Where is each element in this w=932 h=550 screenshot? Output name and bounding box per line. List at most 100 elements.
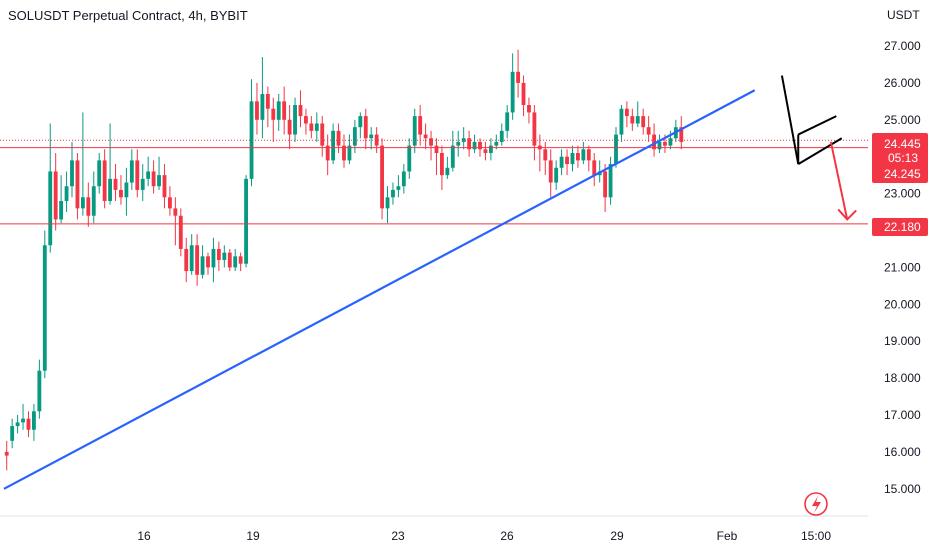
down-arrow[interactable] — [829, 141, 849, 220]
target-badge: 22.180 — [872, 218, 928, 236]
candle-body — [146, 171, 151, 179]
candle-body — [178, 215, 183, 249]
lightning-icon[interactable] — [804, 492, 828, 516]
candle-body — [206, 256, 210, 268]
candle-body — [635, 116, 640, 124]
price-axis[interactable]: USDT 27.00026.00025.00023.00022.00021.00… — [884, 8, 921, 496]
price-tick-label: 25.000 — [884, 113, 921, 127]
candle-body — [75, 160, 80, 209]
candle-body — [342, 145, 346, 161]
candle-body — [21, 418, 25, 423]
price-tick-label: 18.000 — [884, 371, 921, 385]
time-tick-label: 23 — [391, 529, 405, 543]
candle-body — [189, 245, 194, 272]
candle-body — [347, 145, 352, 161]
candle-body — [157, 175, 161, 187]
candle-body — [233, 256, 238, 268]
trendline[interactable] — [3, 89, 756, 490]
candle-body — [80, 197, 85, 209]
candle-body — [483, 149, 488, 154]
time-tick-label: Feb — [717, 529, 738, 543]
candle-body — [216, 248, 221, 261]
candle-body — [352, 127, 357, 146]
candle-body — [4, 451, 9, 456]
time-axis[interactable]: 16 19 23 26 29 Feb 15:00 — [0, 515, 868, 543]
price-tick-label: 19.000 — [884, 334, 921, 348]
candle-body — [91, 186, 96, 216]
price-tick-label: 15.000 — [884, 482, 921, 496]
price-tick-label: 26.000 — [884, 76, 921, 90]
candle-body — [195, 245, 200, 275]
candle-body — [641, 116, 646, 128]
candle-body — [37, 370, 42, 412]
price-tick-label: 16.000 — [884, 445, 921, 459]
candle-body — [26, 418, 31, 430]
flag-channel-upper[interactable] — [797, 115, 837, 136]
candle-body — [488, 145, 493, 154]
candle-body — [565, 156, 569, 165]
candle-body — [423, 134, 428, 139]
candle-body — [108, 178, 112, 201]
candle-body — [200, 256, 205, 275]
candle-body — [287, 119, 292, 135]
candle-body — [472, 141, 477, 150]
candle-body — [456, 141, 461, 146]
time-tick-label: 15:00 — [801, 529, 831, 543]
time-tick-label: 16 — [137, 529, 151, 543]
candle-body — [570, 153, 575, 165]
time-tick-label: 29 — [610, 529, 624, 543]
candle-body — [129, 160, 134, 183]
candle-body — [548, 160, 553, 183]
candle-body — [554, 167, 559, 183]
candle-body — [657, 141, 662, 150]
candles-layer — [4, 49, 684, 471]
candle-body — [325, 145, 330, 161]
candle-body — [440, 153, 444, 176]
candle-body — [445, 167, 450, 176]
candle-body — [140, 178, 145, 190]
candle-body — [15, 422, 20, 427]
chart-title: SOLUSDT Perpetual Contract, 4h, BYBIT — [8, 8, 248, 23]
candle-body — [374, 134, 379, 146]
candle-body — [244, 178, 248, 264]
candle-body — [363, 116, 368, 139]
price-tick-label: 17.000 — [884, 408, 921, 422]
candle-body — [86, 197, 91, 216]
time-tick-label: 19 — [246, 529, 260, 543]
candle-body — [265, 93, 270, 109]
candle-body — [592, 160, 597, 176]
candle-body — [679, 127, 684, 142]
candle-body — [64, 186, 69, 201]
candle-body — [97, 160, 102, 187]
candle-body — [222, 252, 227, 261]
overlays-layer — [0, 75, 868, 490]
candle-body — [255, 101, 259, 120]
candle-body — [173, 208, 178, 216]
price-tick-label: 20.000 — [884, 297, 921, 311]
down-arrow-head — [837, 208, 857, 221]
last-price-badge: 24.445 05:13 24.245 — [872, 133, 928, 183]
candle-body — [336, 130, 341, 146]
candle-body — [510, 71, 515, 113]
time-axis-ticks: 16 19 23 26 29 Feb 15:00 — [137, 529, 831, 543]
candle-body — [603, 171, 608, 198]
candle-body — [53, 171, 58, 220]
candle-body — [614, 134, 618, 165]
candle-body — [314, 123, 319, 131]
candle-body — [282, 101, 287, 120]
candle-body — [124, 182, 129, 198]
candle-body — [113, 178, 118, 190]
price-tick-label: 27.000 — [884, 39, 921, 53]
candle-body — [499, 130, 504, 142]
candle-body — [467, 138, 472, 150]
candle-body — [102, 160, 107, 201]
candle-body — [646, 127, 651, 135]
countdown-timer: 05:13 — [888, 151, 918, 165]
price-axis-unit: USDT — [887, 8, 920, 22]
flag-pole[interactable] — [780, 75, 800, 165]
candle-body — [151, 171, 156, 187]
candle-body — [271, 108, 276, 120]
flag-channel-lower[interactable] — [797, 137, 843, 165]
candle-body — [494, 141, 499, 146]
